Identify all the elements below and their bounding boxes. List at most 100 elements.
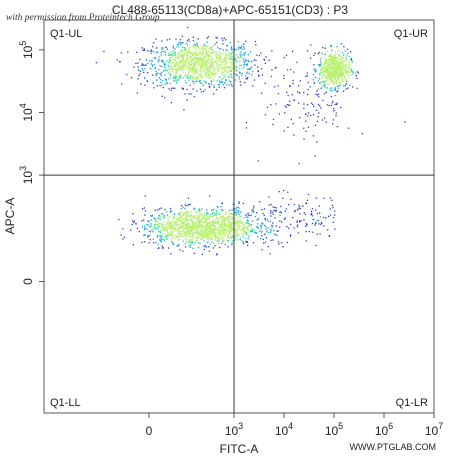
- event-dot: [345, 58, 347, 61]
- event-dot: [158, 247, 160, 249]
- event-dot: [222, 240, 224, 242]
- event-dot: [187, 223, 189, 225]
- event-dot: [196, 212, 198, 214]
- event-dot: [217, 68, 220, 70]
- event-dot: [322, 68, 324, 70]
- event-dot: [155, 51, 157, 53]
- event-dot: [327, 74, 329, 76]
- event-dot: [342, 66, 344, 68]
- event-dot: [244, 225, 246, 227]
- event-dot: [213, 45, 215, 47]
- event-dot: [243, 232, 245, 234]
- event-dot: [175, 236, 178, 238]
- event-dot: [180, 55, 182, 57]
- event-dot: [245, 241, 247, 243]
- event-dot: [183, 109, 185, 111]
- event-dot: [198, 80, 200, 83]
- event-dot: [144, 214, 146, 216]
- event-dot: [139, 73, 141, 75]
- event-dot: [349, 61, 351, 63]
- event-dot: [174, 59, 176, 61]
- event-dot: [175, 221, 178, 223]
- event-dot: [319, 73, 321, 75]
- event-dot: [316, 212, 319, 215]
- event-dot: [242, 54, 244, 56]
- event-dot: [334, 87, 336, 89]
- event-dot: [170, 234, 172, 236]
- event-dot: [190, 227, 192, 229]
- event-dot: [211, 221, 213, 223]
- event-dot: [336, 73, 338, 75]
- event-dot: [192, 77, 194, 79]
- event-dot: [174, 54, 176, 56]
- event-dot: [188, 204, 190, 206]
- event-dot: [150, 52, 152, 54]
- event-dot: [344, 79, 347, 81]
- event-dot: [199, 209, 201, 212]
- event-dot: [210, 228, 212, 230]
- event-dot: [178, 244, 180, 247]
- event-dot: [341, 60, 343, 62]
- event-dot: [170, 59, 172, 61]
- event-dot: [261, 230, 263, 232]
- event-dot: [225, 218, 227, 220]
- event-dot: [194, 207, 196, 209]
- event-dot: [315, 68, 317, 71]
- event-dot: [182, 213, 184, 216]
- event-dot: [243, 242, 245, 245]
- event-dot: [197, 57, 199, 59]
- event-dot: [161, 229, 164, 232]
- event-dot: [214, 228, 216, 230]
- x-tick-label: 105: [325, 421, 343, 438]
- event-dot: [174, 72, 176, 74]
- event-dot: [260, 225, 262, 227]
- event-dot: [357, 72, 359, 74]
- event-dot: [241, 232, 243, 235]
- event-dot: [337, 87, 340, 89]
- event-dot: [204, 61, 206, 63]
- event-dot: [206, 215, 208, 217]
- event-dot: [271, 211, 273, 213]
- event-dot: [176, 65, 178, 68]
- event-dot: [247, 71, 249, 73]
- event-dot: [159, 238, 161, 240]
- event-dot: [189, 75, 192, 77]
- event-dot: [152, 50, 154, 53]
- event-dot: [334, 66, 337, 68]
- event-dot: [337, 63, 339, 65]
- event-dot: [196, 218, 198, 220]
- event-dot: [306, 50, 309, 52]
- event-dot: [176, 245, 178, 247]
- event-dot: [331, 59, 334, 61]
- event-dot: [347, 52, 349, 55]
- event-dot: [234, 73, 237, 75]
- event-dot: [205, 56, 207, 58]
- event-dot: [184, 234, 186, 237]
- event-dot: [224, 51, 227, 53]
- event-dot: [247, 226, 249, 228]
- event-dot: [197, 77, 200, 79]
- event-dot: [166, 214, 169, 216]
- event-dot: [182, 64, 184, 67]
- event-dot: [317, 80, 320, 82]
- event-dot: [246, 219, 248, 221]
- event-dot: [316, 141, 318, 143]
- event-dot: [192, 70, 195, 72]
- event-dot: [200, 220, 202, 223]
- event-dot: [202, 55, 204, 57]
- event-dot: [197, 216, 199, 219]
- event-dot: [314, 223, 317, 225]
- event-dot: [185, 228, 188, 230]
- event-dot: [338, 68, 340, 70]
- event-dot: [215, 72, 217, 74]
- event-dot: [343, 85, 345, 87]
- event-dot: [281, 221, 283, 223]
- event-dot: [274, 217, 276, 219]
- event-dot: [219, 52, 221, 55]
- event-dot: [199, 70, 201, 72]
- event-dot: [319, 63, 322, 65]
- event-dot: [275, 211, 277, 213]
- event-dot: [204, 213, 206, 215]
- event-dot: [298, 206, 300, 208]
- event-dot: [206, 223, 208, 225]
